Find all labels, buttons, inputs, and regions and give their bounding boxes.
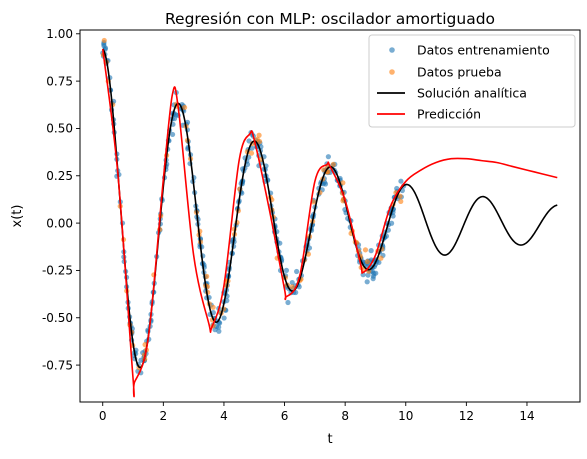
x-tick-label: 14 <box>519 409 534 423</box>
train-point <box>283 267 290 273</box>
x-axis-label: t <box>327 432 332 447</box>
y-axis-label: x(t) <box>10 205 25 228</box>
legend-box <box>368 34 576 128</box>
legend-prediction-label: Predicción <box>417 107 481 122</box>
legend-train-label: Datos entrenamiento <box>417 43 550 58</box>
test-point <box>254 136 260 142</box>
x-tick-label: 12 <box>459 409 474 423</box>
train-point <box>370 276 376 282</box>
train-point <box>216 324 222 330</box>
test-point <box>210 304 216 310</box>
y-tick-label: -0.75 <box>42 358 73 372</box>
y-tick-label: 1.00 <box>46 27 73 41</box>
y-tick-label: 0.75 <box>46 74 73 88</box>
y-tick-label: 0.50 <box>46 122 73 136</box>
train-point <box>364 279 370 285</box>
legend-test-label: Datos prueba <box>417 65 502 80</box>
legend: Datos entrenamiento Datos prueba Solución … <box>368 34 576 128</box>
chart-title: Regresión con MLP: oscilador amortiguado <box>165 10 495 28</box>
plot-frame <box>79 29 581 403</box>
train-point <box>325 154 331 160</box>
legend-analytic-label: Solución analítica <box>417 86 527 101</box>
x-tick-label: 10 <box>398 409 413 423</box>
y-tick-label: 0.00 <box>46 216 73 230</box>
train-point <box>368 248 374 254</box>
y-tick-label: -0.50 <box>42 311 73 325</box>
test-point <box>182 104 188 111</box>
test-point <box>378 255 384 261</box>
test-point <box>397 193 403 199</box>
test-point <box>204 273 210 279</box>
test-point <box>364 259 370 265</box>
test-point <box>101 37 107 44</box>
train-point <box>221 315 227 321</box>
train-point <box>394 185 400 192</box>
train-point <box>169 131 176 138</box>
y-tick-label: 0.25 <box>46 169 73 183</box>
prediction-line <box>101 48 558 398</box>
test-point <box>289 284 295 290</box>
y-tick-label: -0.25 <box>42 264 73 278</box>
test-point <box>248 150 255 156</box>
test-point <box>398 198 404 205</box>
train-point <box>371 270 377 277</box>
train-point <box>365 272 371 278</box>
train-point <box>249 145 255 151</box>
test-point <box>256 132 262 138</box>
test-point <box>362 247 369 253</box>
test-point <box>305 251 311 257</box>
x-tick-label: 6 <box>281 409 289 423</box>
test-point <box>340 180 346 186</box>
train-point <box>216 328 222 334</box>
legend-test-marker <box>389 69 395 75</box>
legend-train-marker <box>389 47 395 53</box>
train-point <box>289 279 295 286</box>
x-tick-label: 2 <box>160 409 168 423</box>
lines-layer <box>101 48 558 398</box>
train-point <box>388 220 395 226</box>
data-points-layer <box>100 37 407 376</box>
x-tick-label: 0 <box>99 409 107 423</box>
train-point <box>398 178 404 184</box>
x-tick-label: 8 <box>341 409 349 423</box>
train-point <box>285 299 291 306</box>
test-point <box>330 161 336 168</box>
axes-layer: 0 2 4 6 8 10 12 14 -0.75 -0.50 -0.25 0.00 0.25 0.50 0.… <box>42 27 535 423</box>
x-tick-label: 4 <box>220 409 228 423</box>
train-point <box>294 268 300 275</box>
train-point <box>173 112 179 118</box>
